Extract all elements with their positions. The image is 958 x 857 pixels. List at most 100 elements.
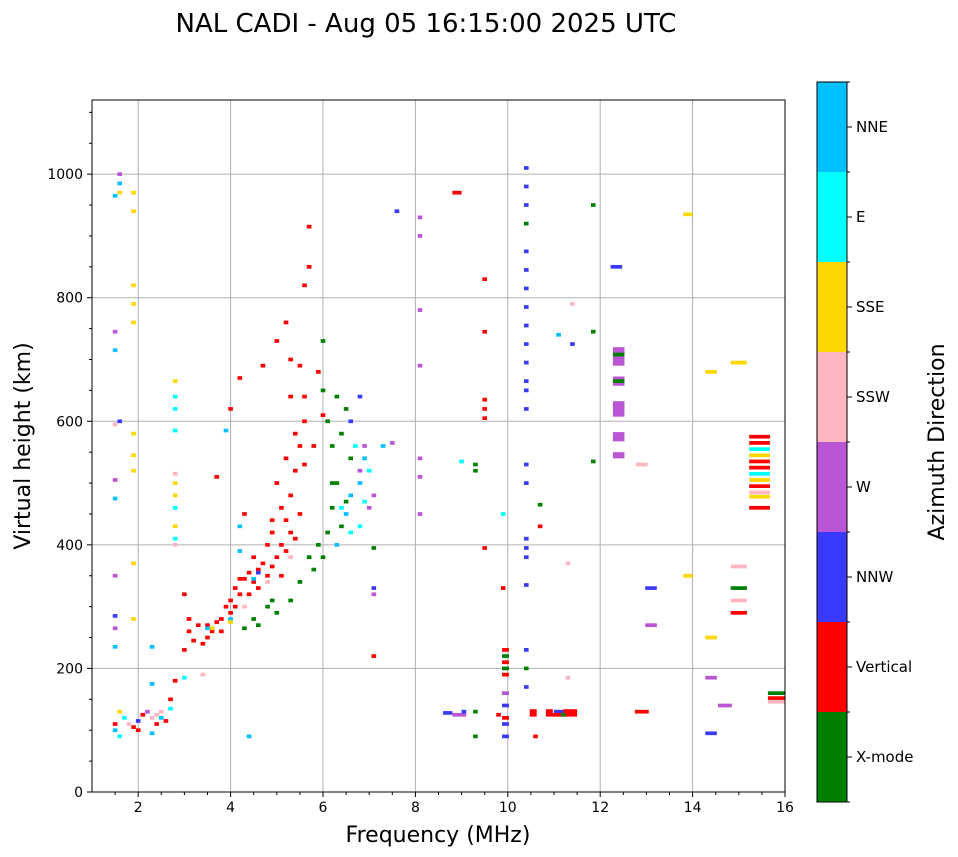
data-point-nnw — [135, 719, 141, 723]
data-point-vertical — [274, 481, 280, 485]
data-point-w — [718, 703, 732, 708]
data-point-vertical — [269, 564, 275, 569]
data-point-vertical — [168, 697, 173, 702]
data-point-vertical — [452, 190, 462, 195]
data-point-w — [112, 478, 118, 482]
x-tick-label: 4 — [226, 800, 235, 816]
data-point-nne — [112, 644, 118, 649]
data-point-sse — [228, 620, 233, 624]
data-point-x-mode — [311, 567, 317, 572]
data-point-sse — [131, 431, 136, 436]
data-point-e — [172, 394, 178, 399]
data-point-vertical — [135, 728, 141, 733]
data-point-w — [362, 444, 367, 448]
data-point-vertical — [279, 573, 284, 578]
data-point-ssw — [570, 302, 575, 306]
data-point-nnw — [371, 586, 377, 590]
data-point-vertical — [749, 434, 770, 439]
data-point-vertical — [749, 441, 770, 445]
data-point-x-mode — [560, 712, 566, 717]
data-point-nne — [158, 716, 164, 720]
data-point-nnw — [502, 734, 509, 739]
data-point-vertical — [292, 431, 298, 436]
data-point-x-mode — [343, 499, 349, 504]
data-point-x-mode — [767, 691, 786, 695]
data-point-vertical — [279, 543, 284, 547]
data-point-vertical — [502, 672, 509, 677]
data-point-x-mode — [325, 419, 330, 424]
data-point-vertical — [260, 561, 266, 566]
data-point-x-mode — [269, 598, 275, 603]
data-point-nne — [112, 728, 118, 733]
data-point-nnw — [523, 388, 529, 393]
data-point-nne — [223, 428, 229, 433]
data-point-nnw — [523, 555, 529, 560]
colorbar-swatch — [817, 262, 847, 352]
data-point-x-mode — [473, 462, 478, 467]
data-point-x-mode — [329, 481, 335, 485]
colorbar-swatch — [817, 352, 847, 442]
data-point-e — [168, 706, 173, 711]
data-point-x-mode — [329, 444, 335, 448]
data-point-nnw — [523, 342, 529, 346]
data-point-sse — [172, 493, 178, 498]
data-point-vertical — [214, 620, 220, 624]
data-point-nnw — [570, 342, 575, 346]
data-point-sse — [131, 302, 136, 306]
data-point-nne — [205, 626, 210, 631]
data-point-vertical — [256, 567, 261, 572]
data-point-x-mode — [316, 543, 321, 547]
data-point-vertical — [302, 419, 307, 424]
data-point-nne — [556, 332, 561, 337]
data-point-nne — [112, 193, 118, 198]
data-point-vertical — [371, 654, 377, 658]
x-tick-label: 8 — [411, 800, 420, 816]
data-point-nnw — [523, 462, 529, 467]
data-point-w — [112, 626, 118, 631]
data-point-x-mode — [274, 610, 280, 615]
data-point-vertical — [269, 530, 275, 535]
data-point-vertical — [154, 722, 159, 726]
data-point-w — [417, 215, 423, 220]
data-point-nnw — [112, 614, 118, 618]
data-point-x-mode — [502, 666, 509, 671]
data-point-nnw — [502, 722, 509, 726]
data-point-vertical — [265, 573, 270, 578]
colorbar-swatch — [817, 532, 847, 622]
data-point-x-mode — [590, 329, 596, 334]
data-point-vertical — [749, 505, 770, 510]
data-point-vertical — [749, 484, 770, 489]
data-point-vertical — [502, 716, 509, 720]
data-point-x-mode — [612, 352, 625, 357]
data-point-vertical — [242, 576, 247, 581]
data-point-vertical — [306, 224, 312, 229]
data-point-sse — [683, 573, 693, 578]
colorbar-tick-label: W — [856, 478, 871, 496]
y-tick-label: 800 — [56, 291, 83, 307]
data-point-nne — [380, 444, 386, 448]
data-point-w — [117, 172, 123, 176]
data-point-vertical — [172, 678, 178, 683]
data-point-ssw — [749, 490, 770, 495]
data-point-sse — [131, 561, 136, 566]
colorbar-swatch — [817, 622, 847, 712]
data-point-x-mode — [339, 431, 344, 436]
data-point-vertical — [502, 648, 509, 652]
data-point-x-mode — [343, 407, 349, 411]
data-point-nnw — [502, 703, 509, 708]
data-point-vertical — [482, 546, 488, 550]
data-point-ssw — [636, 462, 648, 467]
data-point-nne — [112, 496, 118, 501]
data-point-e — [500, 512, 506, 516]
data-point-vertical — [260, 363, 266, 368]
data-point-vertical — [496, 712, 501, 717]
x-tick-label: 16 — [776, 800, 794, 816]
data-point-nnw — [554, 709, 568, 714]
data-point-sse — [683, 212, 693, 217]
data-point-vertical — [191, 638, 196, 643]
data-point-nne — [251, 576, 257, 581]
data-point-vertical — [237, 376, 243, 380]
data-point-sse — [705, 635, 717, 640]
data-point-vertical — [288, 357, 293, 362]
data-point-x-mode — [590, 203, 596, 207]
